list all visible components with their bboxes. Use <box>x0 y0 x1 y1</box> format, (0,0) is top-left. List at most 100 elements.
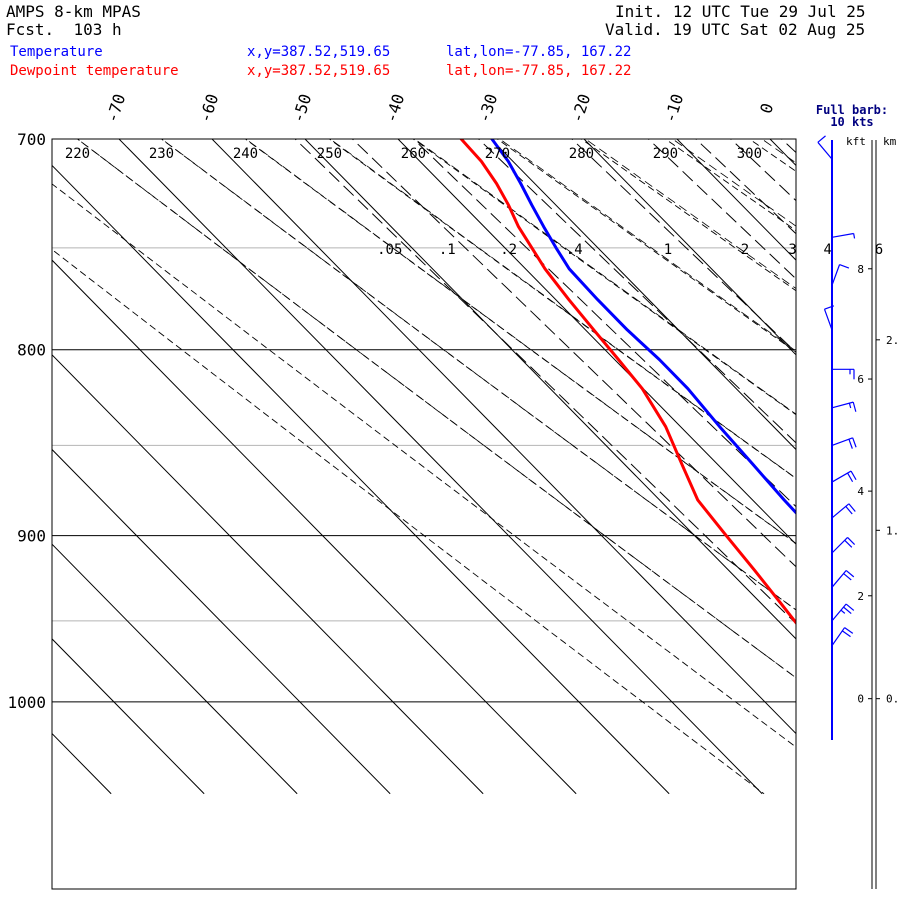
pressure-label: 900 <box>17 527 46 546</box>
mixing-ratio-label: 6 <box>875 242 883 258</box>
mixing-ratio-label: .05 <box>377 242 402 258</box>
wind-barb <box>817 135 833 160</box>
legend-dewpoint-name: Dewpoint temperature <box>10 63 179 79</box>
moist-adiabat <box>329 139 796 479</box>
wind-barb <box>831 401 857 412</box>
pressure-label: 1000 <box>7 693 46 712</box>
isotherm-label: -60 <box>195 92 222 125</box>
legend-temperature-latlon: lat,lon=-77.85, 167.22 <box>446 44 632 60</box>
isotherm-label: -40 <box>381 92 408 125</box>
km-tick-label: 0. <box>886 693 899 706</box>
barb-legend-line1: Full barb: <box>816 103 888 117</box>
dry-adiabat <box>244 139 796 545</box>
dry-adiabat <box>412 139 796 416</box>
forecast-label: Fcst. <box>6 20 55 39</box>
legend-dewpoint-latlon: lat,lon=-77.85, 167.22 <box>446 63 632 79</box>
series-layer <box>459 139 796 626</box>
isotherm <box>52 638 205 795</box>
temperature-profile <box>490 139 796 515</box>
wind-barb <box>831 570 855 588</box>
isotherm <box>52 354 484 795</box>
mixing-ratio-line <box>729 139 796 202</box>
forecast-line: Fcst. 103 h <box>6 21 122 39</box>
forecast-hours: 103 h <box>73 20 122 39</box>
dry-adiabat-label: 300 <box>737 146 762 162</box>
mixing-ratio-label: 4 <box>823 242 831 258</box>
wind-barb <box>831 232 856 239</box>
plot-frame <box>51 138 797 890</box>
dry-adiabat <box>496 139 796 353</box>
dry-adiabat <box>580 139 796 292</box>
wind-barb <box>831 264 850 286</box>
pressure-label: 800 <box>17 341 46 360</box>
isotherm <box>769 139 796 167</box>
dry-adiabat <box>328 139 796 480</box>
wind-barb <box>831 627 854 646</box>
mixing-ratio-label: .1 <box>439 242 456 258</box>
isotherm-label: -70 <box>102 92 129 125</box>
mixing-ratio-label: .4 <box>566 242 583 258</box>
dry-adiabat-label: 230 <box>149 146 174 162</box>
isotherm <box>52 543 298 795</box>
moist-adiabat <box>245 139 796 544</box>
km-label: km <box>883 135 897 148</box>
wind-barb <box>831 437 857 449</box>
mixing-ratio-label: .2 <box>500 242 517 258</box>
isotherm-label: -10 <box>660 92 687 125</box>
label-layer: 700 800 900 1000 -70 -60 -50 -40 -30 -20 -10 0 1 0 220… <box>7 92 883 712</box>
isotherm <box>304 139 796 640</box>
init-time: 12 UTC Tue 29 Jul 25 <box>672 2 866 21</box>
kft-tick-label: 0 <box>857 693 864 706</box>
dry-adiabat-label: 250 <box>317 146 342 162</box>
wind-barb <box>831 537 856 554</box>
valid-line: Valid. 19 UTC Sat 02 Aug 25 <box>605 21 865 39</box>
mixing-ratio-label: 2 <box>741 242 749 258</box>
dry-adiabat-label: 260 <box>401 146 426 162</box>
kft-tick-label: 2 <box>857 590 864 603</box>
wind-barb <box>823 305 835 331</box>
moist-adiabat <box>414 139 796 415</box>
init-line: Init. 12 UTC Tue 29 Jul 25 <box>615 3 865 21</box>
isotherm-label: -30 <box>474 92 501 125</box>
init-label: Init. <box>615 2 664 21</box>
dry-adiabat-label: 240 <box>233 146 258 162</box>
legend-dewpoint-xy: x,y=387.52,519.65 <box>247 63 391 79</box>
legend-temperature-name: Temperature <box>10 44 103 60</box>
kft-tick-label: 6 <box>857 373 864 386</box>
valid-time: 19 UTC Sat 02 Aug 25 <box>672 20 866 39</box>
isotherm <box>490 139 796 451</box>
dry-adiabat <box>52 248 765 795</box>
wind-barb <box>831 503 856 519</box>
mixing-ratio-line <box>695 139 796 235</box>
isotherm-label: 0 <box>756 101 777 116</box>
moist-adiabat <box>499 139 796 352</box>
dry-adiabat-label: 280 <box>569 146 594 162</box>
moist-adiabat <box>584 139 796 289</box>
wind-barb <box>831 603 855 622</box>
isotherm-label: -50 <box>288 92 315 125</box>
moist-adiabat <box>161 139 796 611</box>
mixing-ratio-label: 3 <box>788 242 796 258</box>
isotherm <box>397 139 796 545</box>
isotherm <box>52 448 391 795</box>
km-tick-label: 2. <box>886 334 899 347</box>
kft-label: kft <box>846 135 866 148</box>
dry-adiabat-label: 270 <box>485 146 510 162</box>
mixing-ratio-line <box>351 139 796 568</box>
grid-layer <box>52 139 796 795</box>
isotherm <box>676 139 796 261</box>
km-tick-label: 1. <box>886 524 899 537</box>
wind-barb <box>831 470 857 483</box>
valid-label: Valid. <box>605 20 663 39</box>
dry-adiabat <box>76 139 796 679</box>
isotherm <box>52 164 670 795</box>
isotherm <box>211 139 796 735</box>
isotherm <box>118 139 763 795</box>
legend-temperature-xy: x,y=387.52,519.65 <box>247 44 391 60</box>
mixing-ratio-line <box>571 139 796 354</box>
mixing-ratio-line <box>412 139 796 508</box>
pressure-label: 700 <box>17 130 46 149</box>
dry-adiabat-label: 220 <box>65 146 90 162</box>
dry-adiabat-label: 290 <box>653 146 678 162</box>
